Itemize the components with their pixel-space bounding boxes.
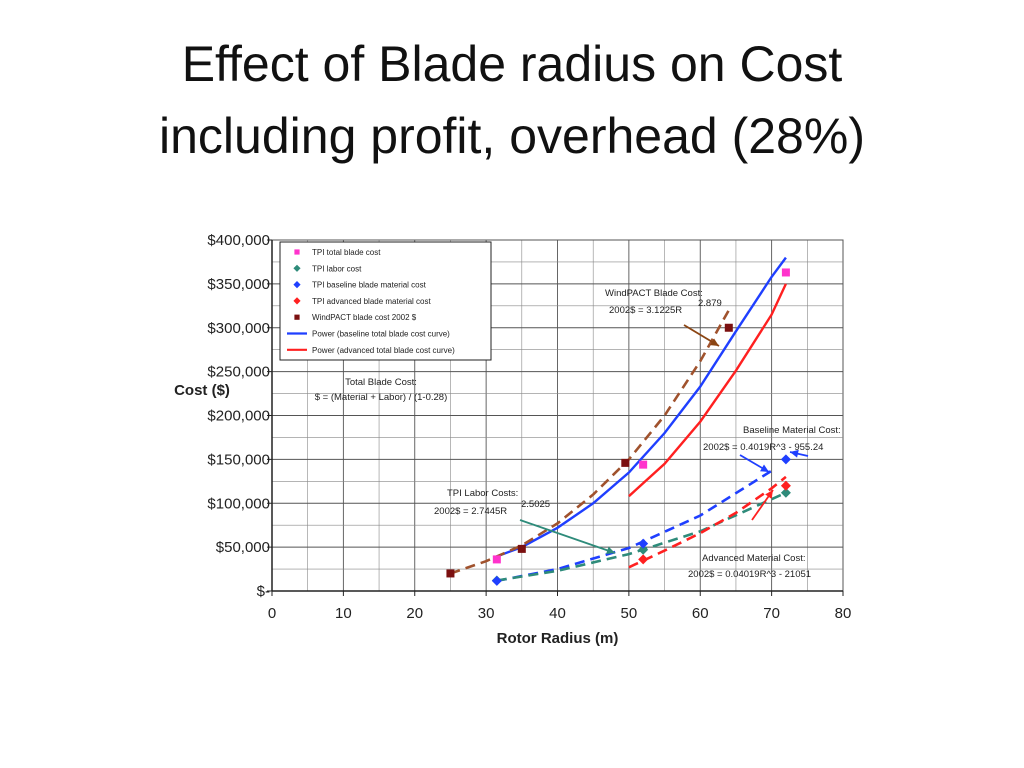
series [446, 256, 791, 586]
data-point [780, 487, 791, 498]
y-tick-label: $250,000 [207, 364, 270, 381]
data-point [780, 480, 791, 491]
labor-formula: 2002$ = 2.7445R [434, 506, 507, 517]
y-tick-label: $50,000 [216, 539, 270, 556]
data-point [446, 569, 455, 578]
data-point [639, 460, 648, 469]
series-line [628, 475, 787, 569]
data-point [781, 268, 790, 277]
total-blade-cost-label: Total Blade Cost: [345, 377, 417, 388]
y-tick-label: $100,000 [207, 495, 270, 512]
x-tick-label: 0 [268, 605, 276, 622]
legend-label: Power (baseline total blade cost curve) [312, 330, 450, 339]
legend-swatch [294, 249, 300, 255]
series-line [496, 491, 787, 582]
x-tick-label: 30 [478, 605, 495, 622]
legend-label: WindPACT blade cost 2002 $ [312, 313, 417, 322]
legend-swatch [293, 297, 301, 305]
legend-swatch [294, 314, 300, 320]
y-tick-label: $- [257, 583, 270, 600]
data-point [780, 454, 791, 465]
windpact-exponent: 2.879 [698, 298, 722, 309]
series-line [492, 256, 787, 559]
baseline-material-formula: 2002$ = 0.4019R^3 - 955.24 [703, 442, 823, 453]
slide-title-line2: including profit, overhead (28%) [159, 108, 865, 164]
data-point [638, 544, 649, 555]
legend-swatch [293, 264, 301, 272]
annotation-arrowhead [760, 464, 769, 472]
y-tick-label: $350,000 [207, 276, 270, 293]
y-tick-label: $200,000 [207, 408, 270, 425]
x-tick-label: 20 [406, 605, 423, 622]
annotation-arrowhead [765, 490, 773, 499]
data-point [492, 555, 501, 564]
data-point [638, 538, 649, 549]
total-blade-cost-formula: $ = (Material + Labor) / (1-0.28) [315, 392, 448, 403]
legend-label: TPI baseline blade material cost [312, 281, 427, 290]
data-point [491, 575, 502, 586]
annotation-arrowhead [606, 546, 615, 555]
data-point [724, 323, 733, 332]
x-axis-title: Rotor Radius (m) [497, 630, 619, 647]
axes: 0 10 20 30 40 50 60 70 80 $- $50,000 $100,000 $150,0… [174, 232, 851, 647]
x-tick-label: 50 [621, 605, 638, 622]
advanced-material-label: Advanced Material Cost: [702, 553, 806, 564]
windpact-formula: 2002$ = 3.1225R [609, 305, 682, 316]
annotation-arrow [519, 519, 616, 554]
annotation-arrowhead [710, 338, 719, 346]
labor-label: TPI Labor Costs: [447, 488, 518, 499]
y-tick-label: $400,000 [207, 232, 270, 249]
annotations: Total Blade Cost: $ = (Material + Labor) … [315, 288, 841, 580]
labor-exponent: 2.5025 [521, 499, 550, 510]
slide-title: Effect of Blade radius on Cost including… [40, 28, 984, 172]
y-tick-label: $150,000 [207, 451, 270, 468]
x-tick-label: 80 [835, 605, 852, 622]
x-tick-label: 10 [335, 605, 352, 622]
series-line [628, 283, 787, 498]
x-tick-label: 60 [692, 605, 709, 622]
legend-label: Power (advanced total blade cost curve) [312, 346, 455, 355]
legend-label: TPI labor cost [312, 264, 362, 273]
x-tick-label: 40 [549, 605, 566, 622]
data-point [621, 458, 630, 467]
legend-box [279, 241, 492, 361]
y-tick-label: $300,000 [207, 320, 270, 337]
annotation-arrowhead [790, 449, 799, 458]
legend-swatch [293, 281, 301, 289]
slide-title-line1: Effect of Blade radius on Cost [181, 36, 843, 92]
legend: TPI total blade cost TPI labor cost TPI ba… [279, 241, 492, 361]
legend-label: TPI total blade cost [312, 248, 381, 257]
baseline-material-label: Baseline Material Cost: [743, 425, 841, 436]
advanced-material-formula: 2002$ = 0.04019R^3 - 21051 [688, 569, 811, 580]
legend-label: TPI advanced blade material cost [312, 297, 432, 306]
data-point [517, 544, 526, 553]
y-axis-title: Cost ($) [174, 382, 230, 399]
x-tick-label: 70 [763, 605, 780, 622]
data-point [638, 554, 649, 565]
windpact-label: WindPACT Blade Cost: [605, 288, 703, 299]
